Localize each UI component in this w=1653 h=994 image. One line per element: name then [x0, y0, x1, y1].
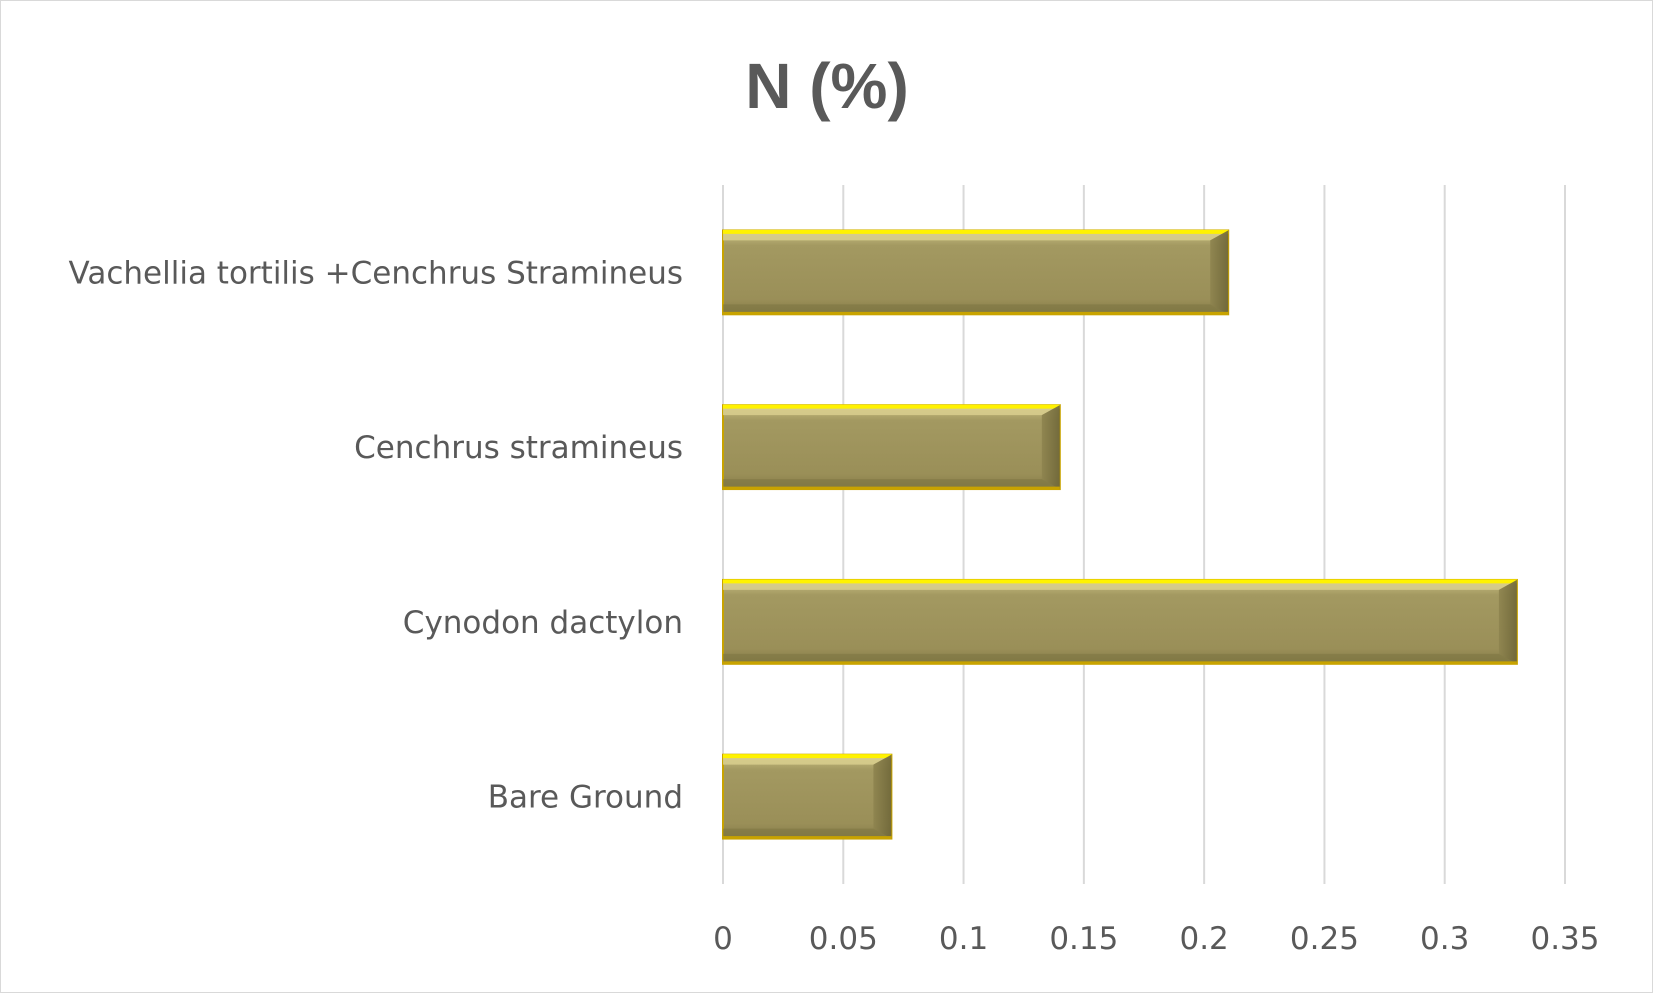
x-tick-label: 0.1: [939, 921, 988, 957]
chart-title: N (%): [745, 50, 909, 122]
category-label: Cynodon dactylon: [403, 605, 683, 641]
category-labels: Vachellia tortilis +Cenchrus Stramineus C…: [69, 255, 683, 815]
x-tick-label: 0: [713, 921, 733, 957]
category-label: Bare Ground: [488, 780, 683, 816]
x-axis-tick-labels: 0 0.05 0.1 0.15 0.2 0.25 0.3 0.35: [713, 921, 1599, 957]
bar: [722, 753, 893, 840]
category-label: Vachellia tortilis +Cenchrus Stramineus: [69, 255, 683, 291]
x-tick-label: 0.3: [1420, 921, 1469, 957]
bar: [722, 229, 1230, 316]
x-tick-label: 0.35: [1530, 921, 1599, 957]
category-label: Cenchrus stramineus: [354, 430, 683, 466]
x-tick-label: 0.25: [1290, 921, 1359, 957]
x-tick-label: 0.15: [1049, 921, 1118, 957]
bar: [722, 404, 1061, 491]
bar: [722, 578, 1518, 665]
bars: [722, 229, 1518, 840]
x-tick-label: 0.2: [1179, 921, 1228, 957]
x-tick-label: 0.05: [809, 921, 878, 957]
